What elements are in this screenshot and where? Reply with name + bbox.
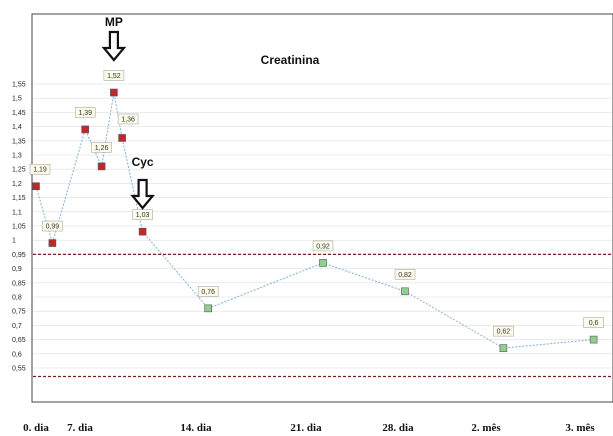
down-arrow-icon [101, 30, 127, 62]
plot-frame [31, 13, 613, 403]
x-tick-label: 21. dia [290, 422, 322, 434]
svg-text:1,52: 1,52 [107, 73, 121, 80]
y-tick-label: 1,35 [12, 138, 26, 145]
y-tick-label: 0,65 [12, 337, 26, 344]
data-label: 1,26 [91, 142, 112, 153]
svg-text:0,92: 0,92 [316, 243, 330, 250]
data-point [589, 335, 598, 344]
annotation-label: Cyc [132, 155, 154, 169]
data-label: 1,19 [29, 163, 51, 175]
data-point [48, 239, 57, 247]
y-tick-label: 1,3 [12, 153, 22, 160]
data-point [97, 162, 106, 171]
data-label: 1,39 [74, 107, 96, 118]
x-tick-label: 14. dia [180, 422, 212, 434]
x-tick-label: 3. mês [565, 422, 595, 434]
y-tick-label: 0,75 [12, 309, 26, 316]
data-point [110, 88, 118, 97]
y-tick-labels: 1,55 1,5 1,45 1,4 1,35 1,3 1,25 1,2 1,15 1,1 1,05 1… [12, 82, 26, 373]
y-tick-label: 1,5 [12, 96, 22, 103]
data-labels: 1,19 0,99 1,39 1,26 1,52 1,36 1,03 0,76 0,92 0,82… [29, 70, 604, 337]
y-tick-label: 1,45 [12, 110, 26, 117]
svg-text:0,62: 0,62 [497, 329, 511, 336]
data-label: 0,82 [394, 269, 416, 280]
data-point [319, 259, 327, 267]
annotation-label: MP [105, 15, 123, 29]
y-tick-label: 0,85 [12, 280, 26, 287]
y-tick-label: 1,05 [12, 224, 26, 231]
chart-title: Creatinina [261, 53, 320, 67]
x-tick-label: 28. dia [382, 422, 414, 434]
data-point [499, 344, 508, 352]
x-tick-label: 2. mês [471, 422, 501, 434]
data-label: 1,52 [103, 70, 125, 81]
data-label: 1,03 [132, 209, 153, 220]
svg-text:1,19: 1,19 [33, 167, 47, 174]
y-tick-label: 1 [12, 238, 16, 245]
svg-text:1,03: 1,03 [136, 212, 150, 219]
y-tick-label: 0,7 [12, 323, 22, 330]
data-point [118, 134, 126, 142]
x-tick-label: 0. dia [23, 422, 49, 434]
data-point [81, 125, 89, 134]
svg-text:1,26: 1,26 [95, 145, 109, 152]
y-tick-label: 1,55 [12, 82, 26, 89]
svg-text:1,39: 1,39 [78, 110, 92, 117]
series-line [35, 92, 594, 349]
gridlines [33, 83, 612, 369]
y-tick-label: 0,55 [12, 366, 26, 373]
reference-lines [33, 253, 612, 378]
data-label: 1,36 [117, 113, 139, 125]
y-tick-label: 0,9 [12, 266, 22, 273]
series-polyline [35, 92, 594, 349]
x-tick-label: 7. dia [67, 422, 93, 434]
annotations: MP Cyc [101, 15, 155, 210]
svg-text:0,6: 0,6 [589, 320, 599, 327]
data-label: 0,62 [493, 325, 514, 337]
y-tick-label: 1,4 [12, 124, 22, 131]
data-point [138, 227, 147, 236]
svg-text:0,82: 0,82 [398, 272, 412, 279]
data-label: 0,6 [583, 317, 604, 328]
data-markers [32, 88, 598, 352]
svg-text:0,99: 0,99 [46, 224, 60, 231]
y-tick-label: 1,2 [12, 181, 22, 188]
y-tick-label: 1,25 [12, 167, 26, 174]
data-label: 0,76 [197, 286, 219, 297]
y-tick-label: 0,8 [12, 295, 22, 302]
data-label: 0,92 [312, 240, 334, 252]
data-point [32, 182, 40, 191]
y-tick-label: 1,1 [12, 209, 22, 216]
svg-text:0,76: 0,76 [201, 289, 215, 296]
data-point [204, 304, 212, 313]
down-arrow-icon [130, 178, 155, 210]
y-tick-label: 1,15 [12, 195, 26, 202]
x-tick-labels: 0. dia 7. dia 14. dia 21. dia 28. dia 2. mês 3… [23, 422, 595, 434]
y-tick-label: 0,95 [12, 252, 26, 259]
data-point [401, 287, 409, 296]
data-label: 0,99 [42, 220, 63, 232]
y-tick-label: 0,6 [12, 351, 22, 358]
svg-text:1,36: 1,36 [121, 116, 135, 123]
